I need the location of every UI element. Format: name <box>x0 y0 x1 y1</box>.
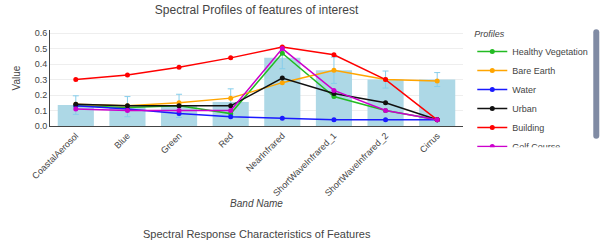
svg-text:Building: Building <box>512 123 544 133</box>
svg-text:0.2: 0.2 <box>35 90 48 100</box>
svg-text:Band Name: Band Name <box>230 198 283 209</box>
svg-text:Healthy Vegetation: Healthy Vegetation <box>512 47 588 57</box>
svg-text:0.0: 0.0 <box>35 121 48 131</box>
svg-text:Red: Red <box>217 131 236 150</box>
svg-text:Green: Green <box>159 131 184 156</box>
svg-text:ShortWaveInfrared_1: ShortWaveInfrared_1 <box>271 131 338 198</box>
svg-text:Blue: Blue <box>112 131 132 151</box>
svg-text:0.1: 0.1 <box>35 106 48 116</box>
svg-text:0.3: 0.3 <box>35 75 48 85</box>
svg-text:Bare Earth: Bare Earth <box>512 66 555 76</box>
svg-text:0.4: 0.4 <box>35 59 48 69</box>
svg-text:CoastalAerosol: CoastalAerosol <box>30 131 80 181</box>
svg-text:Urban: Urban <box>512 104 537 114</box>
svg-text:0.5: 0.5 <box>35 44 48 54</box>
svg-text:Golf Course: Golf Course <box>512 142 560 147</box>
svg-text:Spectral Profiles of features: Spectral Profiles of features of interes… <box>155 3 359 17</box>
svg-text:Profiles: Profiles <box>474 29 505 39</box>
svg-text:Value: Value <box>11 65 22 90</box>
svg-text:ShortWaveInfrared_2: ShortWaveInfrared_2 <box>323 131 390 198</box>
svg-text:Cirrus: Cirrus <box>418 130 442 154</box>
svg-text:Water: Water <box>512 85 536 95</box>
svg-text:Spectral Response Characterist: Spectral Response Characteristics of Fea… <box>143 228 371 240</box>
svg-text:NearInfrared: NearInfrared <box>244 131 287 174</box>
svg-text:0.6: 0.6 <box>35 28 48 38</box>
